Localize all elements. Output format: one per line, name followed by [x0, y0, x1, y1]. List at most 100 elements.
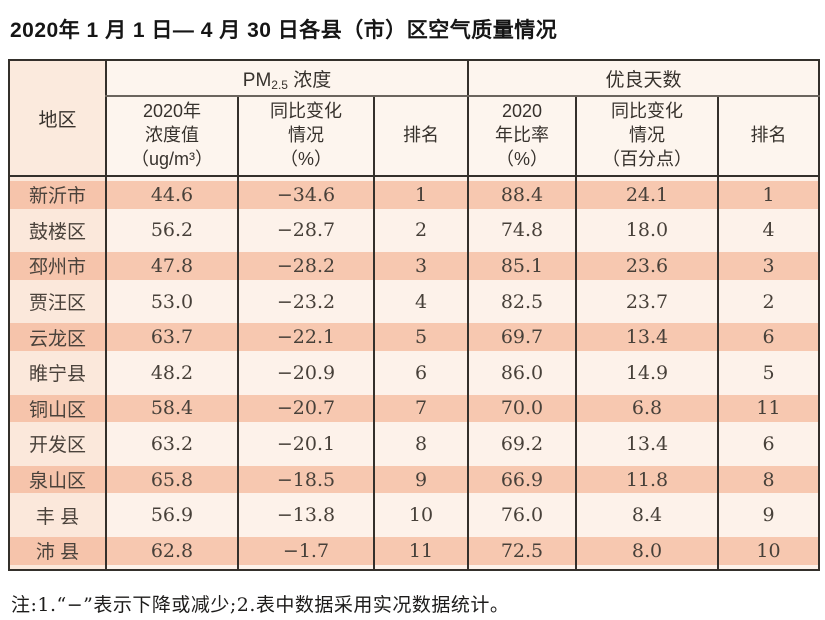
table-row: 邳州市 47.8 −28.2 3 85.1 23.6 3	[9, 248, 820, 284]
good-change-cell: 13.4	[575, 319, 718, 355]
good-ratio-cell: 70.0	[467, 390, 576, 427]
column-header-pm-rank: 排名	[373, 96, 468, 177]
region-cell: 邳州市	[9, 248, 106, 284]
pm25-label-suffix: 浓度	[287, 69, 332, 91]
table-row: 丰 县 56.9 −13.8 10 76.0 8.4 9	[9, 497, 820, 533]
pm-rank-cell: 7	[373, 390, 468, 427]
table-row: 鼓楼区 56.2 −28.7 2 74.8 18.0 4	[9, 212, 820, 249]
column-group-pm25: PM2.5 浓度	[105, 60, 468, 97]
good-rank-cell: 4	[716, 212, 820, 249]
pm-rank-cell: 8	[373, 426, 468, 462]
column-header-good-ratio: 2020 年比率 （%）	[467, 96, 576, 177]
pm-change-cell: −28.7	[237, 212, 374, 249]
good-change-cell: 23.7	[575, 283, 718, 320]
header-sub-row: 2020年 浓度值 （ug/m³） 同比变化 情况 （%） 排名 2020 年比…	[9, 96, 820, 177]
good-rank-cell: 6	[716, 319, 820, 355]
good-ratio-cell: 76.0	[467, 497, 576, 533]
pm-change-cell: −28.2	[237, 248, 374, 284]
good-change-cell: 11.8	[575, 461, 718, 498]
good-ratio-cell: 69.7	[467, 319, 576, 355]
good-rank-cell: 10	[716, 532, 820, 570]
pm-change-cell: −20.7	[237, 390, 374, 427]
region-cell: 贾汪区	[9, 283, 106, 320]
good-rank-cell: 1	[716, 176, 820, 213]
good-change-cell: 18.0	[575, 212, 718, 249]
table-row: 新沂市 44.6 −34.6 1 88.4 24.1 1	[9, 176, 820, 213]
good-ratio-cell: 66.9	[467, 461, 576, 498]
pm-value-cell: 47.8	[105, 248, 238, 284]
column-header-pm-value: 2020年 浓度值 （ug/m³）	[105, 96, 238, 177]
column-header-pm-change: 同比变化 情况 （%）	[237, 96, 374, 177]
pm-value-cell: 48.2	[105, 354, 238, 391]
good-rank-cell: 2	[716, 283, 820, 320]
pm25-label-prefix: PM	[242, 69, 272, 91]
good-change-cell: 8.0	[575, 532, 718, 570]
pm-change-cell: −18.5	[237, 461, 374, 498]
pm-rank-cell: 2	[373, 212, 468, 249]
pm-change-cell: −20.1	[237, 426, 374, 462]
pm-value-cell: 63.7	[105, 319, 238, 355]
region-cell: 泉山区	[9, 461, 106, 498]
good-ratio-cell: 69.2	[467, 426, 576, 462]
pm-rank-cell: 5	[373, 319, 468, 355]
pm-change-cell: −20.9	[237, 354, 374, 391]
pm-rank-cell: 4	[373, 283, 468, 320]
pm-change-cell: −22.1	[237, 319, 374, 355]
pm-rank-cell: 3	[373, 248, 468, 284]
column-header-good-change: 同比变化 情况 （百分点）	[575, 96, 718, 177]
good-rank-cell: 11	[716, 390, 820, 427]
pm-change-cell: −23.2	[237, 283, 374, 320]
region-cell: 新沂市	[9, 176, 106, 213]
header-group-row: 地区 PM2.5 浓度 优良天数	[9, 60, 820, 177]
table-row: 沛 县 62.8 −1.7 11 72.5 8.0 10	[9, 532, 820, 570]
pm-value-cell: 56.9	[105, 497, 238, 533]
table-row: 贾汪区 53.0 −23.2 4 82.5 23.7 2	[9, 283, 820, 320]
column-header-region: 地区	[9, 60, 106, 177]
pm-change-cell: −13.8	[237, 497, 374, 533]
table-row: 铜山区 58.4 −20.7 7 70.0 6.8 11	[9, 390, 820, 427]
region-cell: 沛 县	[9, 532, 106, 570]
good-change-cell: 6.8	[575, 390, 718, 427]
footnote: 注:1.“−”表示下降或减少;2.表中数据采用实况数据统计。	[11, 593, 510, 616]
pm-rank-cell: 9	[373, 461, 468, 498]
pm-change-cell: −34.6	[237, 176, 374, 213]
good-ratio-cell: 86.0	[467, 354, 576, 391]
good-rank-cell: 3	[716, 248, 820, 284]
pm-value-cell: 62.8	[105, 532, 238, 570]
good-change-cell: 13.4	[575, 426, 718, 462]
good-ratio-cell: 72.5	[467, 532, 576, 570]
pm-value-cell: 63.2	[105, 426, 238, 462]
good-rank-cell: 9	[716, 497, 820, 533]
table-row: 开发区 63.2 −20.1 8 69.2 13.4 6	[9, 426, 820, 462]
column-group-good-days: 优良天数	[466, 60, 820, 97]
pm-value-cell: 58.4	[105, 390, 238, 427]
pm-value-cell: 56.2	[105, 212, 238, 249]
pm-rank-cell: 11	[373, 532, 468, 570]
region-cell: 鼓楼区	[9, 212, 106, 249]
pm-value-cell: 44.6	[105, 176, 238, 213]
column-header-good-rank: 排名	[716, 96, 820, 177]
pm-rank-cell: 1	[373, 176, 468, 213]
good-change-cell: 14.9	[575, 354, 718, 391]
table-body: 新沂市 44.6 −34.6 1 88.4 24.1 1 鼓楼区 56.2 −2…	[9, 176, 820, 570]
region-cell: 睢宁县	[9, 354, 106, 391]
region-cell: 铜山区	[9, 390, 106, 427]
good-ratio-cell: 85.1	[467, 248, 576, 284]
region-cell: 云龙区	[9, 319, 106, 355]
pm25-label-subscript: 2.5	[271, 77, 288, 92]
good-rank-cell: 5	[716, 354, 820, 391]
pm-rank-cell: 10	[373, 497, 468, 533]
region-cell: 丰 县	[9, 497, 106, 533]
page-title: 2020年 1 月 1 日— 4 月 30 日各县（市）区空气质量情况	[10, 19, 558, 42]
good-ratio-cell: 74.8	[467, 212, 576, 249]
pm-rank-cell: 6	[373, 354, 468, 391]
good-change-cell: 23.6	[575, 248, 718, 284]
table-row: 泉山区 65.8 −18.5 9 66.9 11.8 8	[9, 461, 820, 498]
good-rank-cell: 6	[716, 426, 820, 462]
pm-value-cell: 65.8	[105, 461, 238, 498]
air-quality-table: 地区 PM2.5 浓度 优良天数 2020年 浓度值 （ug/m³） 同比变化 …	[8, 59, 821, 571]
good-rank-cell: 8	[716, 461, 820, 498]
good-ratio-cell: 88.4	[467, 176, 576, 213]
table-row: 睢宁县 48.2 −20.9 6 86.0 14.9 5	[9, 354, 820, 391]
